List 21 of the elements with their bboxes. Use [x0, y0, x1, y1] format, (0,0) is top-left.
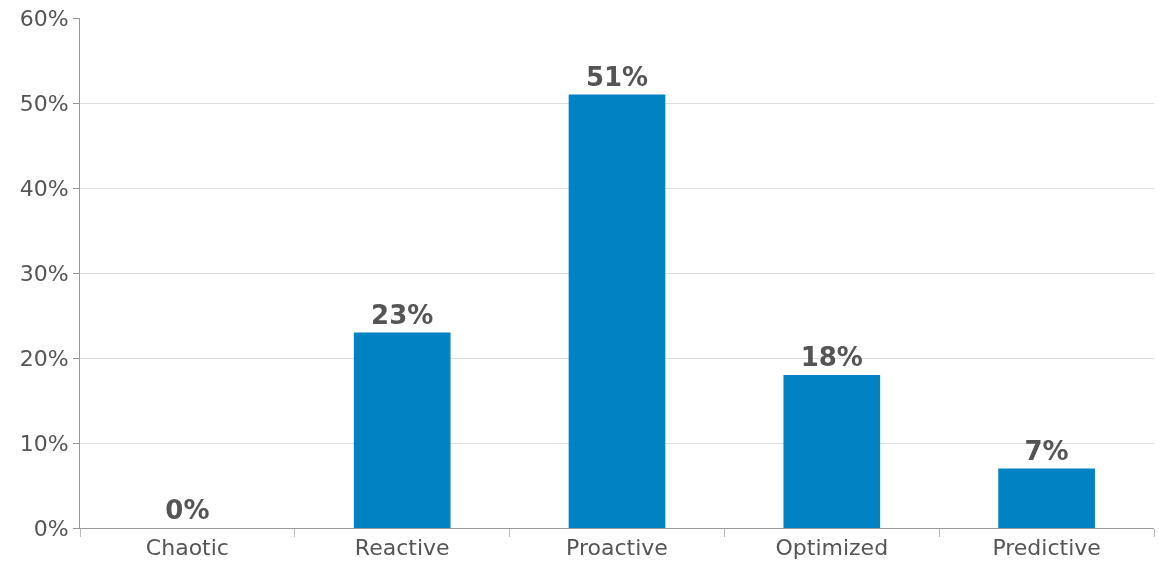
data-label: 51% — [585, 61, 649, 92]
x-tick-label: Chaotic — [145, 535, 229, 561]
data-label: 7% — [1024, 435, 1069, 466]
x-tick-label: Proactive — [566, 535, 668, 561]
y-tick-label: 30% — [19, 260, 69, 286]
y-tick-label: 0% — [33, 515, 69, 541]
data-label: 0% — [165, 495, 210, 525]
y-tick-label: 60% — [19, 5, 69, 31]
y-tick-label: 10% — [19, 430, 69, 456]
bar — [998, 468, 1095, 528]
bar — [568, 94, 666, 528]
y-tick-label: 50% — [19, 90, 69, 116]
x-tick-label: Optimized — [775, 535, 889, 561]
bar — [783, 375, 881, 528]
data-label: 18% — [800, 342, 863, 372]
bar — [353, 332, 451, 528]
x-tick-label: Predictive — [992, 535, 1101, 561]
data-label: 23% — [371, 299, 434, 330]
x-tick-label: Reactive — [354, 535, 450, 561]
y-tick-label: 40% — [19, 175, 69, 201]
y-tick-label: 20% — [19, 345, 69, 371]
